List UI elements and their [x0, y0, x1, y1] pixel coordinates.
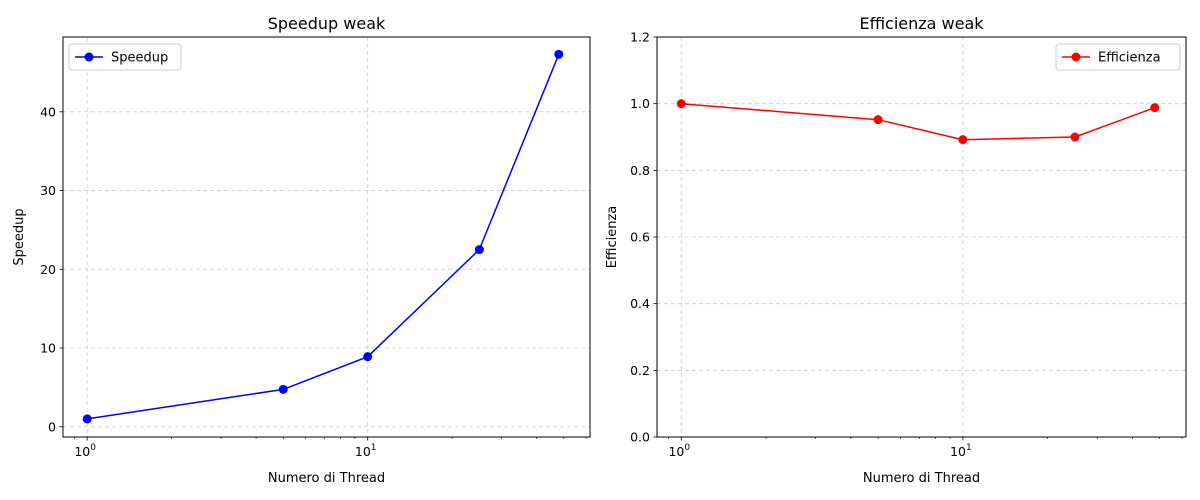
y-tick-label: 40	[40, 104, 56, 119]
chart-1: 100 101 0.0 0.2 0.4 0.6 0.8 1.0 1.2 Efficienza we…	[605, 14, 1187, 486]
legend-marker	[1071, 52, 1081, 62]
x-axis-label: Numero di Thread	[268, 471, 385, 486]
y-tick-label: 0	[48, 419, 56, 434]
x-axis-label: Numero di Thread	[863, 471, 980, 486]
x-tick-label: 100	[668, 443, 690, 459]
y-tick-label: 0.8	[630, 163, 650, 178]
y-tick-label: 0.4	[630, 296, 650, 311]
legend-label: Speedup	[111, 51, 168, 66]
data-point	[676, 99, 686, 109]
legend-box	[1055, 43, 1181, 71]
y-tick-label: 0.0	[630, 430, 650, 445]
y-tick-label: 20	[40, 262, 56, 277]
data-point	[474, 245, 484, 255]
data-point	[1070, 132, 1080, 142]
series-line	[681, 102, 1155, 141]
series-line	[87, 54, 560, 420]
y-tick-label: 0.2	[630, 363, 650, 378]
axes-frame	[62, 36, 591, 438]
chart-title: Speedup weak	[268, 14, 386, 33]
data-point	[82, 414, 92, 424]
x-tick-label: 101	[950, 443, 972, 459]
data-point	[873, 115, 883, 125]
legend-label: Efficienza	[1098, 51, 1161, 66]
x-tick-label: 101	[355, 443, 377, 459]
legend: Efficienza	[1055, 43, 1181, 71]
x-tick-label: 100	[74, 443, 96, 459]
data-point	[958, 135, 968, 145]
legend-marker	[84, 52, 94, 62]
y-axis-label: Efficienza	[605, 206, 620, 269]
legend-box	[68, 43, 182, 71]
data-point	[1150, 103, 1160, 113]
y-tick-label: 30	[40, 183, 56, 198]
y-axis-label: Speedup	[12, 208, 27, 265]
chart-title: Efficienza weak	[859, 14, 984, 33]
y-tick-label: 1.0	[630, 96, 650, 111]
data-point	[278, 384, 288, 394]
data-point	[554, 49, 564, 59]
data-point	[363, 352, 373, 362]
y-tick-label: 10	[40, 341, 56, 356]
legend: Speedup	[68, 43, 182, 71]
y-tick-label: 0.6	[630, 230, 650, 245]
y-tick-label: 1.2	[630, 30, 650, 45]
